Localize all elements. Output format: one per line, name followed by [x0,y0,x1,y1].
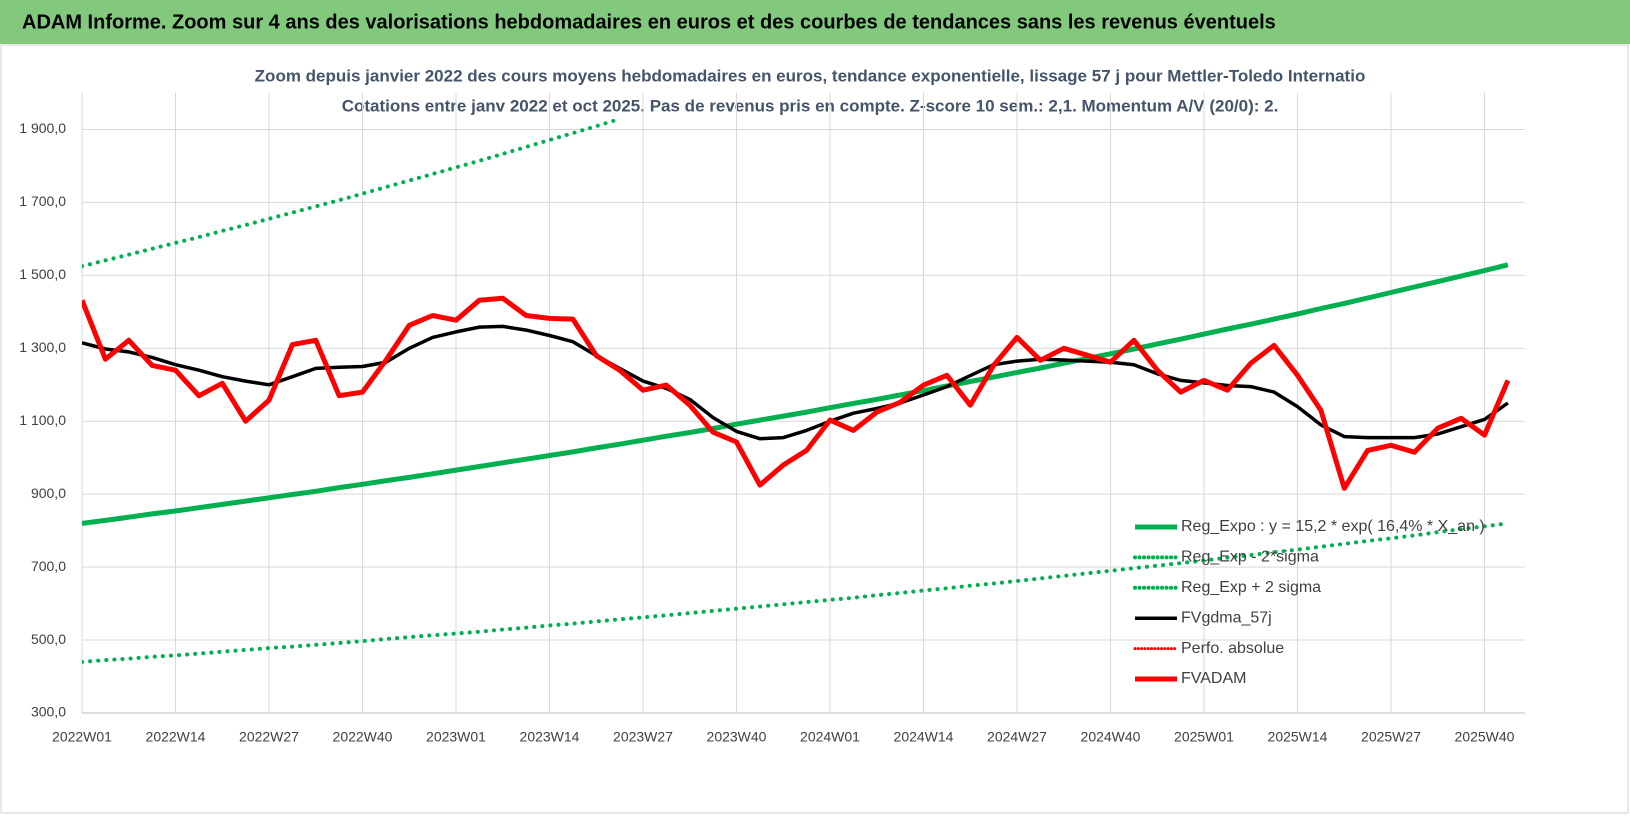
series-line [82,295,1511,491]
legend-label: FVADAM [1181,670,1246,687]
y-tick-label: 500,0 [31,631,66,647]
x-tick-label: 2024W40 [1081,729,1141,745]
plot-area [82,116,1511,664]
x-tick-label: 2023W01 [426,729,486,745]
y-tick-label: 1 700,0 [19,193,66,209]
y-tick-label: 1 900,0 [19,120,66,136]
x-tick-label: 2025W14 [1268,729,1328,745]
y-tick-label: 900,0 [31,485,66,501]
legend-label: Perfo. absolue [1181,640,1284,657]
chart-title: Zoom depuis janvier 2022 des cours moyen… [255,66,1366,85]
x-tick-label: 2024W27 [987,729,1047,745]
x-tick-label: 2022W14 [146,729,206,745]
x-tick-label: 2023W27 [613,729,673,745]
legend-label: Reg_Expo : y = 15,2 * exp( 16,4% * X_an … [1181,518,1485,535]
series-line [82,262,1509,526]
y-tick-label: 1 100,0 [19,412,66,428]
legend-label: Reg_Exp + 2 sigma [1181,579,1321,596]
y-tick-label: 1 500,0 [19,266,66,282]
series-line [82,324,1509,441]
x-tick-label: 2025W40 [1455,729,1515,745]
axes: 300,0 500,0 700,0 900,0 1 100,0 1 300,0 1 500,… [19,120,1525,745]
x-tick-label: 2022W01 [52,729,112,745]
y-tick-label: 700,0 [31,558,66,574]
x-tick-label: 2023W14 [520,729,580,745]
legend-label: FVgdma_57j [1181,609,1272,626]
chart-border [0,44,1629,814]
x-tick-label: 2023W40 [707,729,767,745]
x-tick-label: 2022W40 [333,729,393,745]
y-tick-label: 1 300,0 [19,339,66,355]
x-tick-label: 2024W01 [800,729,860,745]
x-tick-label: 2025W27 [1361,729,1421,745]
legend-label: Reg_Exp - 2*sigma [1181,549,1319,566]
x-tick-label: 2025W01 [1174,729,1234,745]
y-tick-label: 300,0 [31,704,66,720]
header-title: ADAM Informe. Zoom sur 4 ans des valoris… [22,11,1276,33]
chart-subtitle: Cotations entre janv 2022 et oct 2025. P… [342,96,1279,115]
x-tick-label: 2024W14 [894,729,954,745]
x-tick-label: 2022W27 [239,729,299,745]
legend: Reg_Expo : y = 15,2 * exp( 16,4% * X_an … [1133,518,1485,687]
header-band [0,0,1630,44]
